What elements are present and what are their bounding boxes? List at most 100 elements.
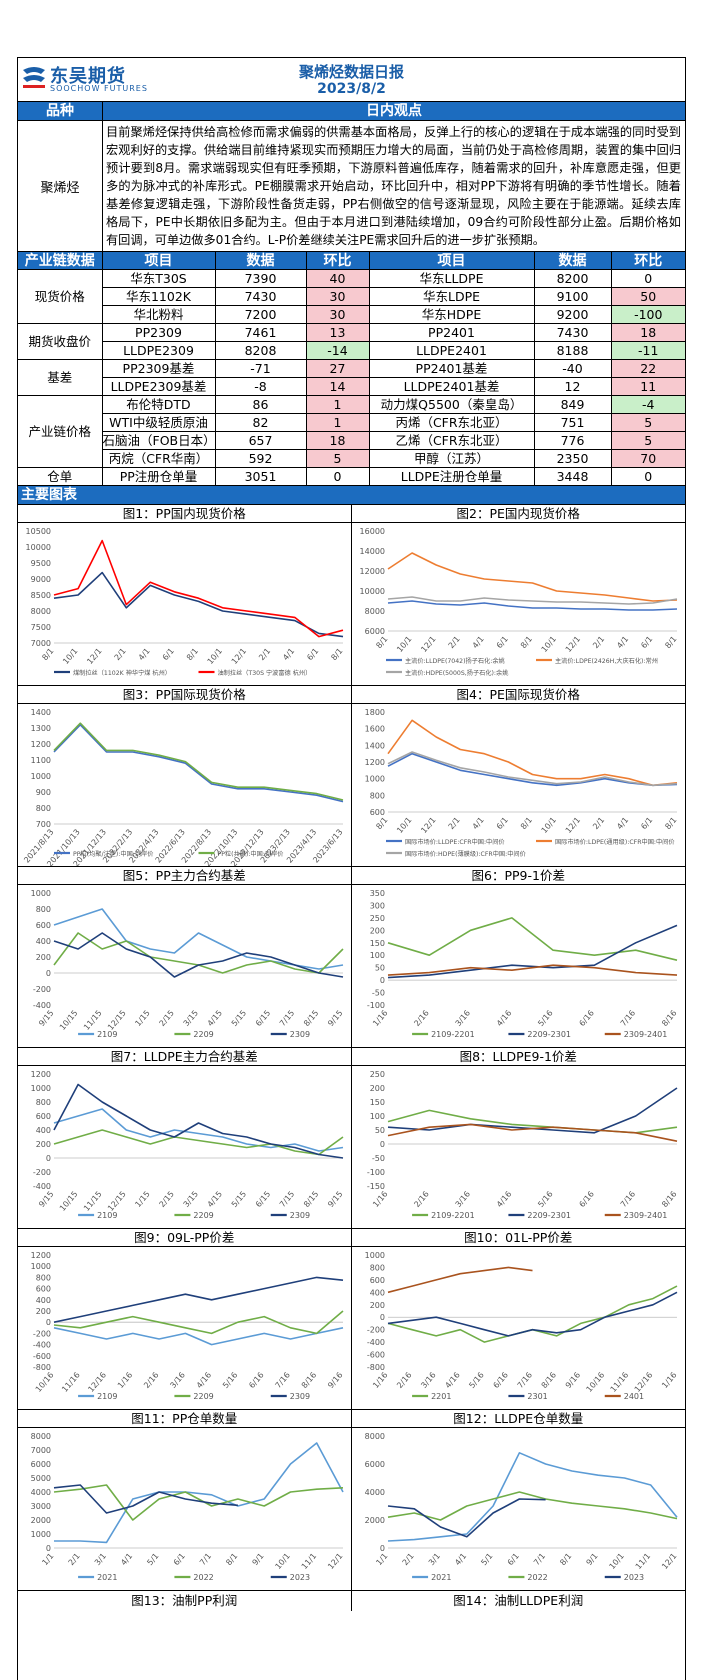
y-tick-label: 150	[369, 939, 384, 948]
y-tick-label: 0	[46, 1544, 51, 1553]
x-tick-label: 8/16	[300, 1371, 318, 1391]
series-line	[53, 722, 344, 801]
table-group-label: 现货价格	[18, 269, 103, 324]
legend-label: 2023	[623, 1573, 643, 1582]
x-tick-label: 3/1	[93, 1552, 108, 1568]
x-tick-label: 3/16	[453, 1009, 471, 1029]
chart-svg: 8000 7000 6000 5000 4000 3000 2000 1000 01/1 2/1 3…	[31, 1432, 345, 1582]
y-tick-label: 700	[36, 820, 51, 829]
x-tick-label: 12/16	[632, 1371, 654, 1394]
chart-body: 250 200 150 100 50 0 -50 -100 -150 1/16 2/16 3/16 4/…	[352, 1066, 686, 1228]
table-cell: 86	[214, 395, 307, 414]
table-cell: -14	[305, 341, 370, 360]
x-tick-label: 3/16	[168, 1371, 186, 1391]
y-tick-label: -200	[33, 1168, 51, 1177]
series-line	[387, 751, 677, 787]
y-tick-label: 1200	[364, 758, 384, 767]
y-tick-label: 6000	[364, 627, 384, 636]
table-cell: 1	[305, 413, 370, 432]
x-tick-label: 4/16	[443, 1371, 461, 1391]
x-tick-label: 4/1	[119, 1552, 134, 1568]
x-tick-label: 10/1	[395, 816, 413, 836]
table-group-label: 期货收盘价	[18, 323, 103, 360]
logo-english-name: SOOCHOW FUTURES	[50, 84, 148, 93]
series-line	[387, 917, 677, 961]
legend-label: 国际市场价:LLDPE:CFR中国:中间价	[405, 838, 505, 846]
y-tick-label: -200	[33, 1329, 51, 1338]
table-cell: PP2309基差	[101, 359, 216, 378]
x-tick-label: 4/15	[206, 1190, 224, 1210]
x-tick-label: 11/15	[82, 1190, 104, 1213]
x-tick-label: 2/1	[591, 635, 606, 651]
chart-panel: 图1：PP国内现货价格 10500 10000 9500 9000 8500 8000 750…	[18, 505, 352, 686]
y-tick-label: 1200	[31, 740, 51, 749]
table-cell: PP2401	[368, 323, 535, 342]
series-line	[53, 1484, 238, 1514]
table-cell: 0	[305, 467, 370, 486]
y-tick-label: 6000	[364, 1460, 384, 1469]
chart-body: 1200 1000 800 600 400 200 0 -200 -400 9/15 10/15 11…	[18, 1066, 351, 1228]
x-tick-label: 12/1	[230, 647, 248, 667]
chart-title: 图10：01L-PP价差	[351, 1229, 685, 1247]
y-tick-label: 1300	[31, 724, 51, 733]
legend-label: 2109-2201	[431, 1030, 475, 1039]
x-tick-label: 10/1	[61, 647, 79, 667]
y-tick-label: 400	[36, 1126, 51, 1135]
viewpoint-text: 目前聚烯烃保持供给高检修而需求偏弱的供需基本面格局，反弹上行的核心的逻辑在于成本…	[106, 125, 681, 247]
legend-label: 主流价:HDPE(5000S,扬子石化):余姚	[405, 669, 508, 677]
x-tick-label: 10/15	[58, 1190, 80, 1213]
x-tick-label: 4/1	[470, 816, 485, 832]
chart-svg: 8000 6000 4000 2000 01/1 2/1 3/1 4/1 5/1 6/1 7/1 8/…	[364, 1432, 678, 1582]
x-tick-label: 5/16	[221, 1371, 239, 1391]
y-tick-label: -800	[366, 1363, 384, 1372]
y-tick-label: 50	[374, 1126, 384, 1135]
x-tick-label: 7/16	[618, 1009, 636, 1029]
legend-label: 2309-2401	[623, 1030, 667, 1039]
x-tick-label: 4/16	[494, 1190, 512, 1210]
y-tick-label: 800	[36, 1273, 51, 1282]
series-line	[53, 1129, 344, 1156]
table-cell: 布伦特DTD	[101, 395, 216, 414]
table-cell: 0	[610, 269, 685, 288]
table-row: 产业链价格 布伦特DTD 86 1 动力煤Q5500（秦皇岛） 849 -4	[18, 395, 685, 468]
x-tick-label: 9/1	[251, 1552, 266, 1568]
chart-panel: 图7：LLDPE主力合约基差 1200 1000 800 600 400 200 0 -200 -…	[18, 1048, 352, 1229]
x-tick-label: 7/15	[278, 1009, 296, 1029]
x-tick-label: 1/1	[374, 1552, 389, 1568]
chart-panel: 图4：PE国际现货价格 1800 1600 1400 1200 1000 800 600 8/1…	[351, 686, 685, 867]
table-cell: 8208	[214, 341, 307, 360]
table-cell: -40	[533, 359, 612, 378]
table-cell: LLDPE2401	[368, 341, 535, 360]
x-tick-label: 11/1	[300, 1552, 318, 1572]
y-tick-label: 0	[379, 1544, 384, 1553]
x-tick-label: 4/1	[615, 816, 630, 832]
table-row: WTI中级轻质原油 82 1 丙烯（CFR东北亚） 751 5	[18, 413, 685, 432]
x-tick-label: 1/16	[371, 1190, 389, 1210]
x-tick-label: 12/1	[326, 1552, 344, 1572]
x-tick-label: 12/16	[86, 1371, 108, 1394]
y-tick-label: 600	[369, 808, 384, 817]
y-tick-label: 10500	[26, 527, 51, 536]
x-tick-label: 8/1	[40, 647, 55, 663]
table-cell: 7430	[533, 323, 612, 342]
x-tick-label: 12/15	[106, 1190, 128, 1213]
y-tick-label: 1000	[31, 1262, 51, 1271]
table-header-cell: 环比	[610, 252, 685, 270]
table-cell: 11	[610, 377, 685, 396]
x-tick-label: 6/16	[491, 1371, 509, 1391]
table-cell: 27	[305, 359, 370, 378]
chart-body: 1200 1000 800 600 400 200 0 -200 -400 -600 -800 10/…	[18, 1247, 351, 1409]
legend-label: 2021	[431, 1573, 451, 1582]
legend-label: 2109	[97, 1211, 117, 1220]
series-line	[53, 908, 344, 970]
y-tick-label: 300	[369, 901, 384, 910]
table-cell: 849	[533, 395, 612, 414]
x-tick-label: 1/1	[40, 1552, 55, 1568]
x-tick-label: 2/16	[412, 1009, 430, 1029]
report-header: 东吴期货 SOOCHOW FUTURES 聚烯烃数据日报 2023/8/2	[18, 58, 685, 102]
chart-body: 10500 10000 9500 9000 8500 8000 7500 7000 8/1 10/…	[18, 523, 351, 685]
legend-label: 主流价:LLDPE(7042)扬子石化:余姚	[405, 657, 505, 665]
x-tick-label: 12/1	[660, 1552, 678, 1572]
